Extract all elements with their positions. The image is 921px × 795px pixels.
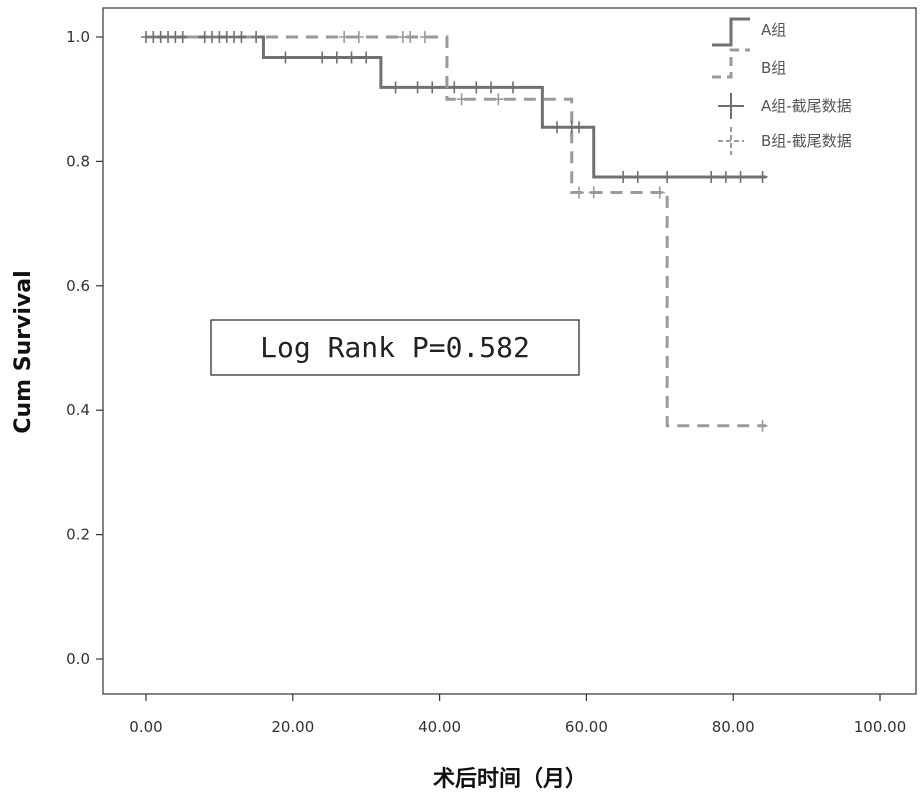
legend-swatch-censor-dashed [718, 127, 744, 155]
censor-mark-a [485, 81, 496, 94]
legend-label-b-censored: B组-截尾数据 [761, 132, 852, 150]
censor-mark-b [574, 186, 585, 199]
censor-mark-a [757, 170, 768, 183]
censor-mark-a [449, 81, 460, 94]
axis-ticks: 0.0 0.2 0.4 0.6 0.8 1.0 0.00 20.00 40.00 60.00 80.… [66, 28, 906, 736]
censor-mark-a [317, 51, 328, 64]
censor-mark-a [412, 81, 423, 94]
y-tick-label: 0.2 [66, 526, 90, 544]
censor-mark-a [236, 31, 247, 43]
censor-mark-a [735, 170, 746, 183]
legend-item-b-censored: B组-截尾数据 [718, 127, 852, 155]
y-tick-label: 0.4 [66, 401, 90, 419]
censor-mark-b [654, 186, 665, 199]
censor-mark-a [662, 170, 673, 183]
censor-mark-a [177, 31, 188, 43]
legend-swatch-solid-step [712, 17, 750, 47]
y-tick-label: 0.0 [66, 650, 90, 668]
censor-mark-a [361, 51, 372, 64]
series-line-a [146, 35, 767, 179]
censor-mark-a [720, 170, 731, 183]
annotation-box: Log Rank P=0.582 [210, 319, 580, 376]
legend: A组 B组 A组-截尾数据 B组-截尾数据 [712, 17, 852, 155]
y-tick-label: 0.6 [66, 277, 90, 295]
x-tick-label: 60.00 [565, 718, 608, 736]
log-rank-annotation: Log Rank P=0.582 [260, 331, 530, 364]
y-tick-label: 0.8 [66, 152, 90, 170]
censor-mark-a [390, 81, 401, 94]
censor-mark-a [280, 51, 291, 64]
legend-item-a-censored: A组-截尾数据 [718, 93, 852, 119]
censor-mark-b [588, 186, 599, 199]
y-axis-title: Cum Survival [11, 270, 36, 433]
legend-item-b: B组 [712, 48, 786, 79]
x-tick-label: 100.00 [854, 718, 907, 736]
series-lines [146, 35, 767, 428]
x-axis-title: 术后时间（月） [433, 767, 587, 792]
censor-mark-b [419, 31, 430, 43]
censor-mark-b [456, 93, 467, 106]
censor-mark-a [552, 121, 563, 134]
censor-mark-a [427, 81, 438, 94]
legend-swatch-dashed-step [712, 48, 750, 79]
censor-mark-a [706, 170, 717, 183]
legend-label-a-censored: A组-截尾数据 [761, 97, 852, 115]
x-tick-label: 20.00 [271, 718, 314, 736]
legend-swatch-censor-plus [718, 93, 744, 119]
legend-item-a: A组 [712, 17, 786, 47]
plot-border [102, 7, 917, 695]
censor-mark-a [331, 51, 342, 64]
censor-mark-a [618, 170, 629, 183]
legend-label-b: B组 [761, 59, 786, 77]
legend-label-a: A组 [761, 21, 786, 39]
censor-mark-a [574, 121, 585, 134]
censor-mark-b [339, 31, 350, 43]
censor-mark-b [493, 93, 504, 106]
censor-mark-a [346, 51, 357, 64]
y-tick-label: 1.0 [66, 28, 90, 46]
censor-mark-b [353, 31, 364, 43]
x-tick-label: 80.00 [712, 718, 755, 736]
annotation-border [210, 319, 580, 376]
series-line-b [146, 35, 767, 428]
plot-frame [102, 7, 917, 695]
censor-mark-a [251, 31, 262, 43]
x-tick-label: 40.00 [418, 718, 461, 736]
x-tick-label: 0.00 [129, 718, 162, 736]
censor-mark-a [508, 81, 518, 94]
censor-mark-b [405, 31, 416, 43]
censor-mark-a [471, 81, 482, 94]
censor-marks [141, 31, 768, 432]
censor-mark-b [757, 419, 768, 432]
censor-mark-a [632, 170, 643, 183]
